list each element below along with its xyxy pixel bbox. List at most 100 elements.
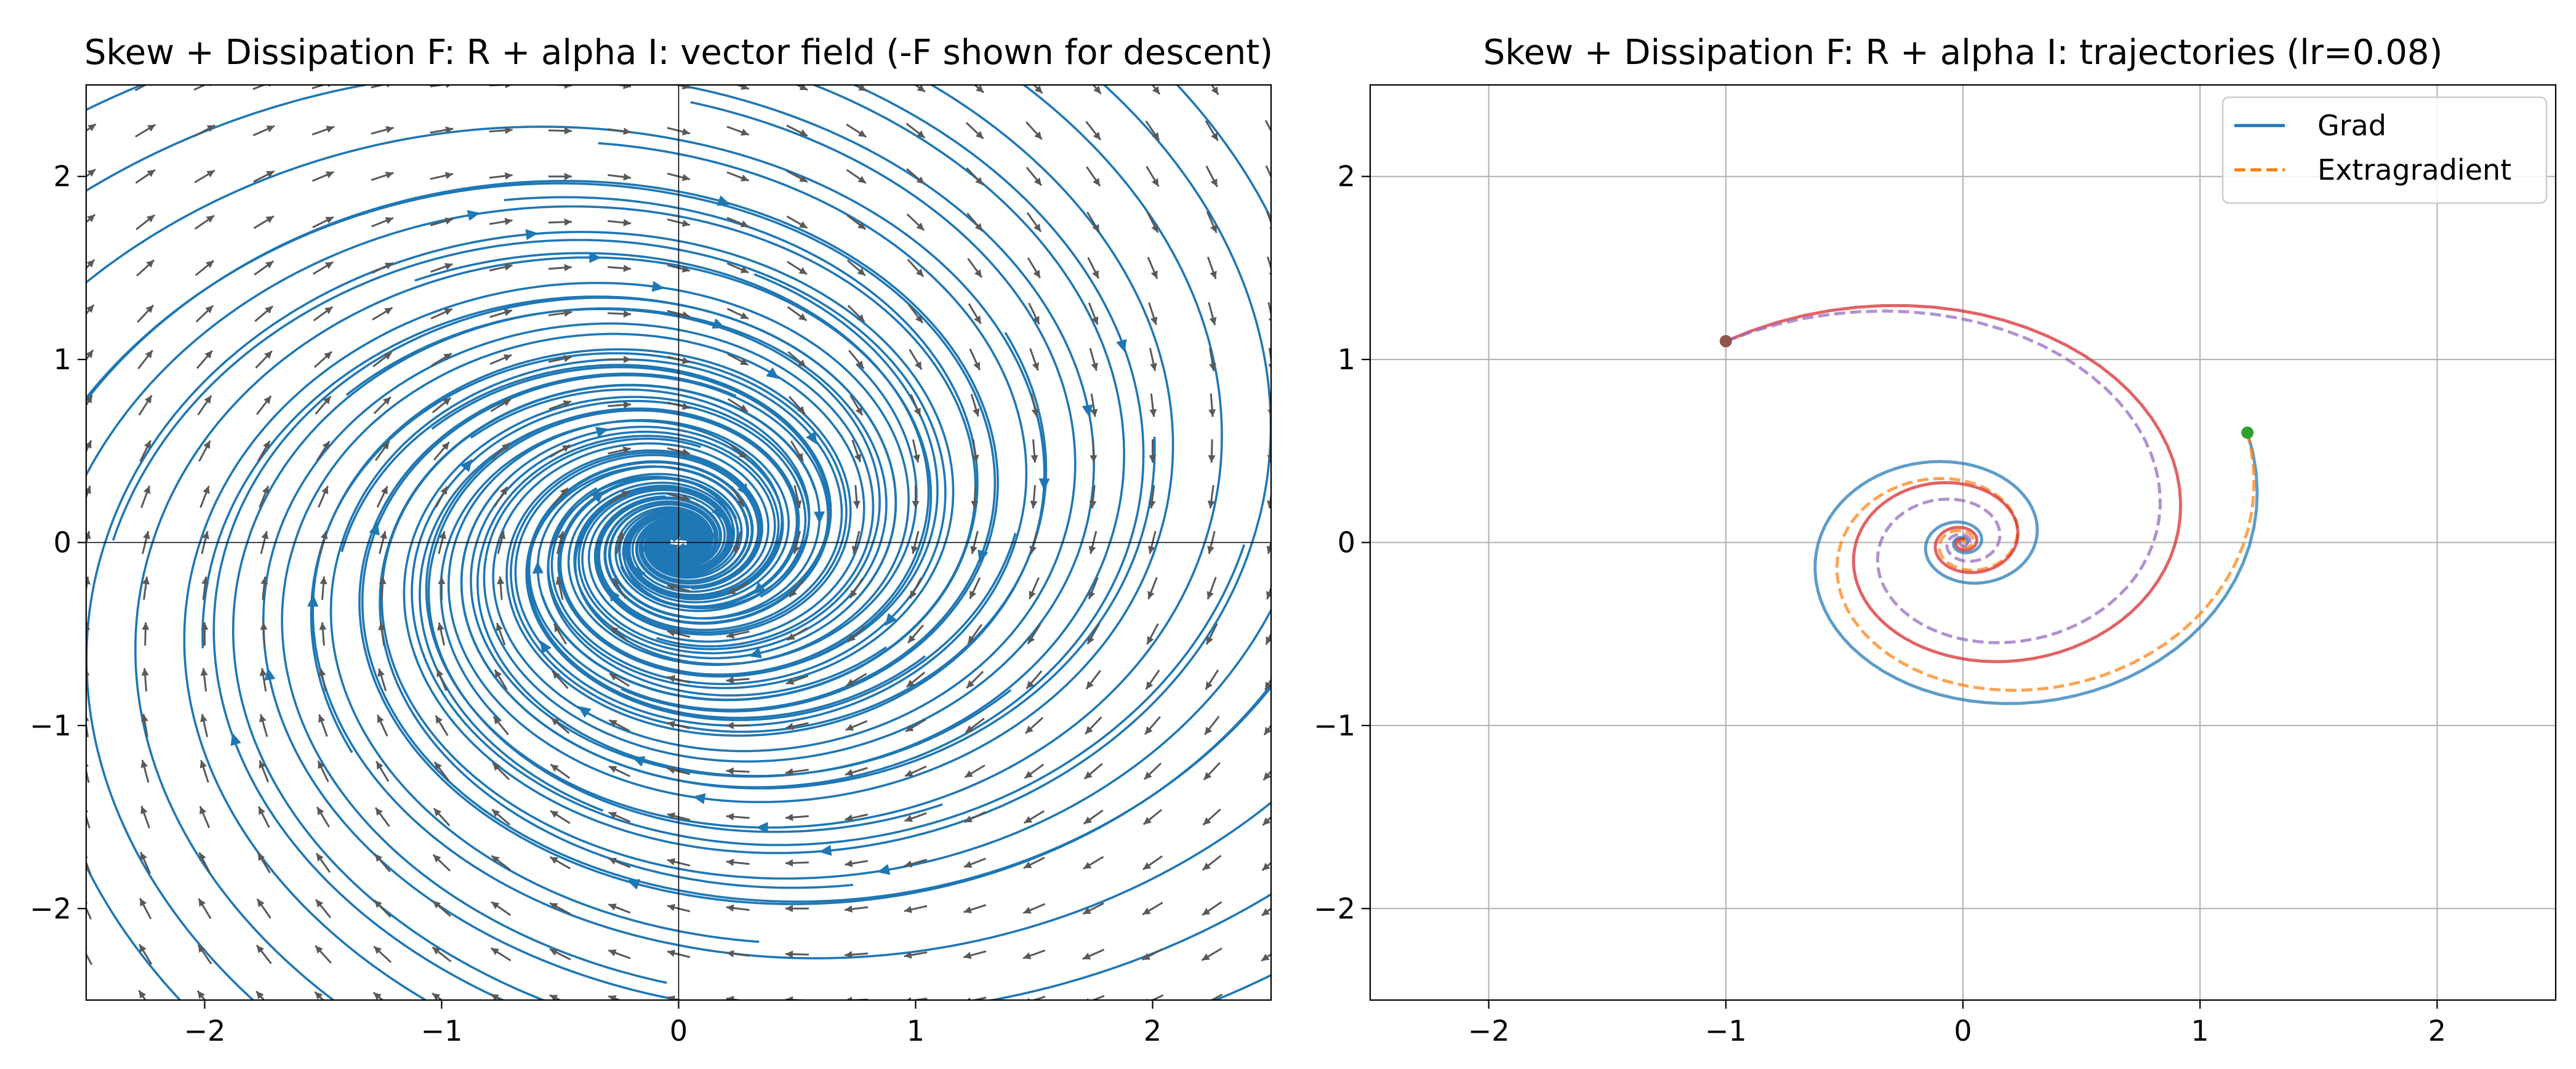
streamline [111, 239, 947, 686]
quiver-arrowhead [1024, 861, 1032, 868]
quiver-arrowhead [1147, 636, 1154, 644]
quiver-arrowhead [1267, 500, 1271, 508]
quiver-arrowhead [1024, 771, 1033, 779]
quiver-arrowhead [496, 623, 504, 631]
streamline-arrow [806, 431, 817, 445]
quiver-arrowhead [146, 215, 155, 223]
quiver-arrowhead [617, 531, 624, 540]
quiver-arrowhead [1211, 132, 1218, 141]
quiver-arrowhead [1210, 178, 1218, 187]
quiver-arrowhead [623, 218, 632, 226]
quiver-arrowhead [799, 85, 808, 90]
quiver-arrowhead [550, 903, 558, 910]
quiver-arrowhead [432, 947, 441, 955]
quiver-arrowhead [1086, 681, 1094, 689]
quiver-arrowhead [259, 714, 267, 723]
quiver-arrowhead [1147, 591, 1155, 599]
quiver-arrowhead [444, 308, 452, 316]
streamline-arrow [977, 549, 989, 563]
quiver-arrowhead [681, 448, 690, 456]
quiver-arrowhead [1261, 908, 1270, 916]
streamline [134, 256, 933, 1000]
quiver-arrowhead [785, 723, 794, 731]
quiver-arrowhead [969, 590, 977, 599]
quiver-arrowhead [1093, 132, 1101, 140]
quiver-arrowhead [385, 217, 393, 225]
start-point-marker [1719, 335, 1732, 348]
quiver-arrowhead [728, 587, 736, 595]
quiver-arrowhead [497, 576, 505, 585]
quiver-arrowhead [799, 221, 808, 228]
traj-ytick-label: 0 [1338, 526, 1355, 559]
quiver-arrowhead [257, 899, 265, 907]
quiver-arrowhead [609, 719, 617, 727]
quiver-arrowhead [1205, 681, 1213, 690]
streamline [358, 372, 1271, 905]
quiver-arrowhead [140, 852, 147, 860]
trajectories-panel: −2 −1 0 1 2 −2 −1 0 1 2 Skew + Dissipation F: R +… [1314, 33, 2557, 1047]
quiver-arrowhead [726, 767, 734, 775]
streamline-arrow [467, 210, 481, 221]
quiver-arrowhead [916, 176, 925, 185]
quiver-arrowhead [263, 396, 271, 404]
quiver-arrowhead [1145, 726, 1153, 735]
streamline-arrow [712, 318, 726, 329]
quiver-arrowhead [1024, 816, 1033, 823]
quiver-arrowhead [726, 676, 734, 684]
quiver-arrowhead [380, 531, 387, 540]
quiver-arrowhead [324, 262, 334, 269]
quiver-arrowhead [1262, 817, 1271, 826]
vf-ytick-label: −2 [30, 892, 71, 925]
quiver-arrowhead [1030, 500, 1038, 509]
quiver-arrowhead [260, 576, 268, 585]
quiver-arrowhead [624, 356, 632, 364]
quiver-arrowhead [904, 951, 912, 959]
quiver-arrowhead [1150, 362, 1157, 371]
quiver-arrow [1150, 994, 1164, 1000]
quiver-arrowhead [1152, 86, 1160, 95]
vf-xtick-label: 2 [1144, 1014, 1162, 1047]
quiver-arrowhead [434, 762, 443, 771]
quiver-arrowhead [1207, 545, 1214, 554]
quiver-arrowhead [1093, 86, 1101, 94]
quiver-arrowhead [321, 486, 329, 495]
quiver-arrowhead [906, 679, 915, 687]
streamline [311, 348, 1271, 959]
quiver-arrowhead [201, 622, 209, 630]
quiver-arrowhead [1142, 953, 1151, 960]
quiver-arrowhead [86, 440, 92, 449]
traj-ytick-label: −2 [1314, 892, 1355, 925]
quiver-arrowhead [916, 222, 925, 231]
quiver-arrowhead [1207, 500, 1215, 508]
quiver-arrowhead [785, 905, 793, 913]
quiver-arrowhead [437, 622, 444, 631]
quiver-arrowhead [613, 578, 620, 587]
quiver-arrowhead [681, 85, 690, 90]
quiver-arrowhead [493, 716, 501, 725]
quiver-arrowhead [609, 673, 618, 681]
quiver-arrowhead [198, 944, 206, 953]
vf-ytick-label: 2 [54, 160, 71, 193]
quiver-arrowhead [857, 175, 866, 183]
quiver-arrowhead [848, 634, 856, 642]
trajectories-plot-area [1719, 304, 2259, 705]
streamline [86, 180, 999, 713]
quiver-arrowhead [433, 900, 441, 909]
quiver-arrowhead [441, 442, 449, 450]
quiver-arrowhead [915, 314, 923, 323]
streamline-arrow [766, 367, 779, 379]
quiver-arrowhead [623, 310, 632, 318]
quiver-arrowhead [797, 406, 805, 414]
quiver-arrowhead [913, 407, 921, 416]
quiver-arrowhead [623, 264, 632, 272]
quiver-arrowhead [975, 177, 983, 185]
quiver-arrowhead [86, 350, 94, 358]
traj-ytick-label: 1 [1338, 343, 1355, 376]
quiver-arrowhead [504, 218, 513, 225]
start-point-marker [2241, 426, 2254, 439]
quiver-arrowhead [443, 398, 451, 406]
quiver-arrowhead [785, 768, 793, 776]
quiver-arrowhead [904, 860, 913, 868]
quiver-arrowhead [376, 761, 383, 770]
